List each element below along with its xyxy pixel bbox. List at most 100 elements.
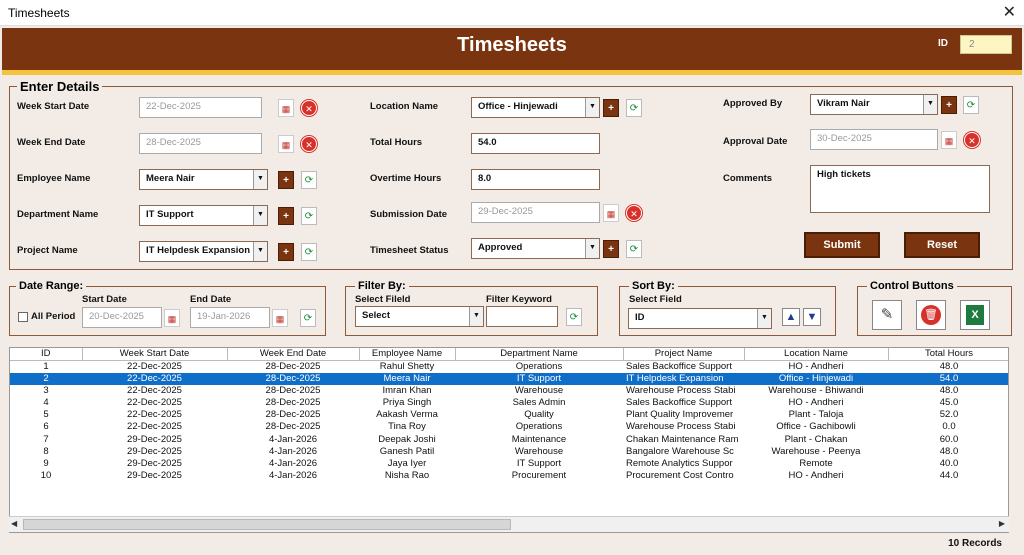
clear-x-icon[interactable]: ✕	[626, 205, 642, 221]
project-select[interactable]: IT Helpdesk Expansion ▼	[139, 241, 268, 262]
calendar-icon[interactable]: ▦	[278, 135, 294, 153]
chevron-down-icon[interactable]: ▼	[469, 307, 483, 326]
horizontal-scrollbar[interactable]: ◀ ▶	[9, 516, 1009, 532]
clear-x-icon[interactable]: ✕	[964, 132, 980, 148]
chevron-down-icon[interactable]: ▼	[757, 309, 771, 328]
column-header[interactable]: Week Start Date	[82, 348, 228, 361]
table-cell: Sales Backoffice Support	[626, 360, 732, 372]
column-header[interactable]: Department Name	[455, 348, 624, 361]
refresh-icon[interactable]: ⟳	[301, 171, 317, 189]
refresh-icon[interactable]: ⟳	[626, 240, 642, 258]
chevron-down-icon[interactable]: ▼	[253, 170, 267, 189]
table-row[interactable]: 10 29-Dec-2025 4-Jan-2026 Nisha Rao Procurem…	[10, 470, 1008, 482]
table-cell: IT Support	[455, 372, 623, 385]
table-row[interactable]: 7 29-Dec-2025 4-Jan-2026 Deepak Joshi Mainte…	[10, 433, 1008, 445]
location-select[interactable]: Office - Hinjewadi ▼	[471, 97, 600, 118]
calendar-icon[interactable]: ▦	[278, 99, 294, 117]
table-cell: Warehouse - Peenya	[771, 445, 861, 457]
comments-field[interactable]: High tickets	[810, 165, 990, 213]
table-row[interactable]: 6 22-Dec-2025 28-Dec-2025 Tina Roy Operation…	[10, 421, 1008, 433]
header-accent-stripe	[2, 70, 1022, 75]
employee-select[interactable]: Meera Nair ▼	[139, 169, 268, 190]
approved-by-select[interactable]: Vikram Nair ▼	[810, 94, 938, 115]
plus-icon[interactable]: +	[603, 240, 619, 258]
department-select[interactable]: IT Support ▼	[139, 205, 268, 226]
clear-x-icon[interactable]: ✕	[301, 100, 317, 116]
chevron-down-icon[interactable]: ▼	[253, 242, 267, 261]
sort-by-frame	[619, 286, 836, 336]
table-cell: Tina Roy	[388, 421, 426, 433]
table-cell: 1	[43, 360, 49, 372]
column-header[interactable]: Location Name	[744, 348, 889, 361]
sort-ascending-icon[interactable]: ▲	[782, 308, 800, 326]
chevron-down-icon[interactable]: ▼	[585, 239, 599, 258]
table-row[interactable]: 1 22-Dec-2025 28-Dec-2025 Rahul Shetty Opera…	[10, 360, 1008, 373]
refresh-icon[interactable]: ⟳	[301, 207, 317, 225]
scrollbar-thumb[interactable]	[23, 519, 511, 530]
start-date-field[interactable]: 20-Dec-2025	[82, 307, 162, 328]
table-row[interactable]: 2 22-Dec-2025 28-Dec-2025 Meera Nair IT Supp…	[10, 372, 1008, 385]
column-header[interactable]: Total Hours	[888, 348, 1008, 361]
sort-field-select[interactable]: ID ▼	[628, 308, 772, 329]
refresh-icon[interactable]: ⟳	[566, 308, 582, 326]
all-period-checkbox[interactable]	[18, 312, 28, 322]
end-date-field[interactable]: 19-Jan-2026	[190, 307, 270, 328]
chevron-down-icon[interactable]: ▼	[923, 95, 937, 114]
column-header[interactable]: Employee Name	[359, 348, 456, 361]
plus-icon[interactable]: +	[603, 99, 619, 117]
refresh-icon[interactable]: ⟳	[626, 99, 642, 117]
total-hours-field[interactable]: 54.0	[471, 133, 600, 154]
filter-keyword-input[interactable]	[486, 306, 558, 327]
table-row[interactable]: 4 22-Dec-2025 28-Dec-2025 Priya Singh Sales …	[10, 396, 1008, 409]
submission-label: Submission Date	[370, 209, 448, 220]
pencil-icon[interactable]: ✎	[872, 300, 902, 330]
close-icon[interactable]: ✕	[1002, 4, 1016, 21]
calendar-icon[interactable]: ▦	[164, 309, 180, 327]
table-row[interactable]: 3 22-Dec-2025 28-Dec-2025 Imran Khan Warehou…	[10, 384, 1008, 397]
clear-x-icon[interactable]: ✕	[301, 136, 317, 152]
table-cell: 60.0	[939, 433, 959, 445]
refresh-icon[interactable]: ⟳	[963, 96, 979, 114]
table-cell: 28-Dec-2025	[227, 372, 359, 385]
refresh-icon[interactable]: ⟳	[301, 243, 317, 261]
sort-descending-icon[interactable]: ▼	[803, 308, 821, 326]
column-header[interactable]: ID	[10, 348, 83, 361]
plus-icon[interactable]: +	[278, 243, 294, 261]
chevron-down-icon[interactable]: ▼	[585, 98, 599, 117]
calendar-icon[interactable]: ▦	[603, 204, 619, 222]
overtime-field[interactable]: 8.0	[471, 169, 600, 190]
reset-button[interactable]: Reset	[904, 232, 980, 258]
scroll-left-icon[interactable]: ◀	[11, 519, 18, 528]
scroll-right-icon[interactable]: ▶	[998, 519, 1005, 528]
chevron-down-icon[interactable]: ▼	[253, 206, 267, 225]
excel-icon[interactable]: X	[960, 300, 990, 330]
submission-field[interactable]: 29-Dec-2025	[471, 202, 600, 223]
status-select[interactable]: Approved ▼	[471, 238, 600, 259]
column-header[interactable]: Project Name	[623, 348, 745, 361]
week-end-field[interactable]: 28-Dec-2025	[139, 133, 262, 154]
trash-icon[interactable]: 🗑	[916, 300, 946, 330]
calendar-icon[interactable]: ▦	[941, 131, 957, 149]
column-header[interactable]: Week End Date	[227, 348, 360, 361]
table-cell: 54.0	[888, 372, 1008, 385]
table-cell: Plant - Chakan	[784, 433, 848, 445]
table-row[interactable]: 9 29-Dec-2025 4-Jan-2026 Jaya Iyer IT Suppor…	[10, 458, 1008, 470]
submit-button[interactable]: Submit	[804, 232, 880, 258]
table-row[interactable]: 8 29-Dec-2025 4-Jan-2026 Ganesh Patil Wareho…	[10, 445, 1008, 458]
refresh-icon[interactable]: ⟳	[300, 309, 316, 327]
plus-icon[interactable]: +	[278, 171, 294, 189]
calendar-icon[interactable]: ▦	[272, 309, 288, 327]
plus-icon[interactable]: +	[941, 96, 957, 114]
enter-details-frame	[9, 86, 1013, 270]
approval-date-field[interactable]: 30-Dec-2025	[810, 129, 938, 150]
week-start-field[interactable]: 22-Dec-2025	[139, 97, 262, 118]
filter-by-frame	[345, 286, 598, 336]
sort-by-legend: Sort By:	[629, 280, 678, 292]
enter-details-legend: Enter Details	[17, 79, 103, 94]
table-cell: Warehouse	[514, 384, 564, 396]
table-cell: 4	[43, 396, 49, 408]
table-row[interactable]: 5 22-Dec-2025 28-Dec-2025 Aakash Verma Quali…	[10, 409, 1008, 421]
plus-icon[interactable]: +	[278, 207, 294, 225]
table-cell: 22-Dec-2025	[127, 409, 182, 421]
filter-field-select[interactable]: Select ▼	[355, 306, 484, 327]
